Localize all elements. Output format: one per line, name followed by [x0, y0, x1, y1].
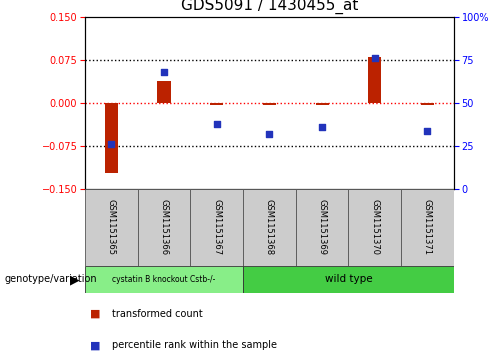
Point — [213, 121, 221, 127]
Bar — [158, 81, 171, 103]
Bar — [105, 103, 118, 173]
Point — [424, 128, 431, 134]
Point — [318, 124, 326, 130]
Text: transformed count: transformed count — [112, 309, 203, 319]
Text: GSM1151371: GSM1151371 — [423, 200, 432, 256]
Bar — [85, 189, 138, 266]
Bar — [368, 57, 382, 103]
Text: genotype/variation: genotype/variation — [5, 274, 98, 285]
Text: GSM1151367: GSM1151367 — [212, 199, 221, 256]
Bar — [85, 266, 243, 293]
Bar — [243, 266, 454, 293]
Bar — [401, 189, 454, 266]
Text: GSM1151365: GSM1151365 — [107, 200, 116, 256]
Point — [107, 141, 115, 147]
Text: GSM1151369: GSM1151369 — [318, 200, 326, 256]
Bar — [138, 189, 190, 266]
Text: percentile rank within the sample: percentile rank within the sample — [112, 340, 277, 351]
Point — [265, 131, 273, 137]
Text: GSM1151366: GSM1151366 — [160, 199, 168, 256]
Point — [160, 69, 168, 75]
Text: ▶: ▶ — [70, 273, 80, 286]
Text: GSM1151370: GSM1151370 — [370, 200, 379, 256]
Text: GSM1151368: GSM1151368 — [265, 199, 274, 256]
Bar — [263, 103, 276, 105]
Bar — [316, 103, 329, 105]
Point — [371, 56, 379, 61]
Text: ■: ■ — [90, 340, 101, 351]
Text: wild type: wild type — [325, 274, 372, 285]
Text: ■: ■ — [90, 309, 101, 319]
Bar — [210, 103, 224, 105]
Bar — [296, 189, 348, 266]
Bar — [243, 189, 296, 266]
Bar — [421, 103, 434, 105]
Title: GDS5091 / 1430455_at: GDS5091 / 1430455_at — [181, 0, 358, 14]
Text: cystatin B knockout Cstb-/-: cystatin B knockout Cstb-/- — [112, 275, 216, 284]
Bar — [348, 189, 401, 266]
Bar — [190, 189, 243, 266]
